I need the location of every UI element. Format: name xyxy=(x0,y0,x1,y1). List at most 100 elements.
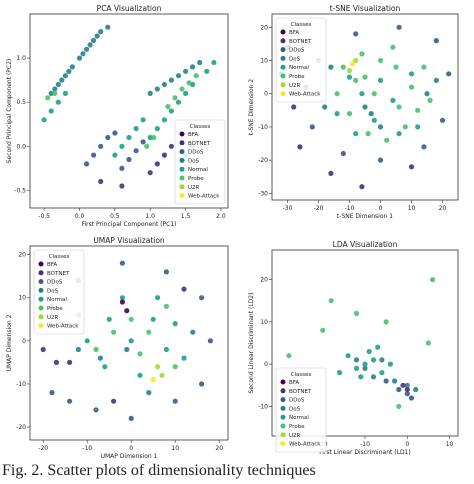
y-tick-label: -20 xyxy=(258,157,268,164)
data-point xyxy=(345,353,351,359)
data-point xyxy=(350,61,356,67)
x-axis-label: UMAP Dimension 1 xyxy=(101,453,158,460)
data-point xyxy=(421,144,427,150)
y-axis-label: UMAP Dimension 2 xyxy=(6,314,13,371)
data-point xyxy=(415,107,421,113)
y-tick-label: 20 xyxy=(18,252,26,259)
data-point xyxy=(211,59,217,66)
data-point xyxy=(119,260,125,266)
data-point xyxy=(66,68,72,74)
legend: Classes BFA BOTNET DDoS DoS Normal Probe U2R Web… xyxy=(275,367,327,453)
y-tick-label: 0.5 xyxy=(16,99,26,106)
data-point xyxy=(119,183,125,189)
data-point xyxy=(375,344,381,350)
x-axis-label: First Principal Component (PC1) xyxy=(81,221,176,228)
x-tick-label: -20 xyxy=(314,205,324,212)
x-tick-label: 1.0 xyxy=(145,213,155,220)
data-point xyxy=(193,73,199,79)
data-point xyxy=(415,124,421,130)
data-point xyxy=(433,77,439,83)
data-point xyxy=(379,370,385,376)
legend-label: DoS xyxy=(47,288,59,294)
data-point xyxy=(172,95,178,101)
data-point xyxy=(119,299,125,305)
legend-marker xyxy=(179,140,185,146)
data-point xyxy=(94,33,100,39)
data-point xyxy=(190,64,196,70)
data-point xyxy=(353,310,360,316)
y-tick-label: -30 xyxy=(258,190,268,197)
data-point xyxy=(404,391,410,397)
data-point xyxy=(396,131,402,137)
legend-marker xyxy=(38,305,44,311)
legend-marker xyxy=(280,64,286,70)
data-point xyxy=(67,398,73,404)
legend-label: Web-Attack xyxy=(289,92,321,98)
legend-label: DoS xyxy=(289,406,301,412)
data-point xyxy=(128,316,134,322)
data-point xyxy=(383,378,389,384)
legend-label: Normal xyxy=(289,65,309,71)
data-point xyxy=(396,386,402,393)
data-point xyxy=(424,91,430,97)
data-point xyxy=(133,148,139,154)
data-point xyxy=(124,308,130,314)
data-point xyxy=(408,164,415,170)
data-point xyxy=(91,152,97,158)
data-point xyxy=(52,86,58,92)
data-point xyxy=(150,316,156,322)
x-tick-label: 10 xyxy=(171,445,179,452)
legend-title: Classes xyxy=(291,372,312,378)
y-axis-label: t-SNE Dimension 2 xyxy=(248,79,255,135)
data-point xyxy=(150,377,156,383)
data-point xyxy=(67,359,73,365)
data-point xyxy=(112,130,118,136)
data-point xyxy=(207,338,213,344)
x-tick-label: -10 xyxy=(360,441,370,448)
data-point xyxy=(140,117,146,123)
data-point xyxy=(337,370,343,376)
data-point xyxy=(98,29,104,35)
legend-label: Probe xyxy=(47,306,63,312)
legend-marker xyxy=(280,397,286,403)
y-tick-label: 10 xyxy=(260,58,268,65)
data-point xyxy=(55,99,61,105)
data-point xyxy=(126,156,132,163)
legend-marker xyxy=(38,314,44,320)
data-point xyxy=(377,124,384,130)
data-point xyxy=(119,295,125,301)
x-tick-label: 1.5 xyxy=(181,213,191,220)
data-point xyxy=(377,77,384,83)
data-point xyxy=(163,346,169,353)
data-point xyxy=(384,137,390,143)
data-point xyxy=(59,77,65,83)
data-point xyxy=(41,117,47,123)
data-point xyxy=(393,64,399,70)
data-point xyxy=(147,134,153,141)
y-axis-label: Second Linear Discriminant (LD2) xyxy=(248,293,255,394)
x-tick-label: 0.5 xyxy=(110,213,120,220)
x-tick-label: 0 xyxy=(129,445,133,452)
data-point xyxy=(402,124,408,130)
legend: Classes BFA BOTNET DDoS DoS Normal Probe U2R Web… xyxy=(275,17,327,103)
x-tick-label: 10 xyxy=(408,205,416,212)
data-point xyxy=(140,139,146,145)
data-point xyxy=(151,134,157,141)
legend-label: BFA xyxy=(289,30,299,36)
data-point xyxy=(53,359,60,365)
legend-label: DDoS xyxy=(47,280,63,286)
data-point xyxy=(396,104,402,110)
legend-label: U2R xyxy=(47,315,59,321)
data-point xyxy=(362,74,368,80)
scatter-points xyxy=(278,24,452,190)
data-point xyxy=(197,59,203,66)
legend-marker xyxy=(280,441,286,447)
data-point xyxy=(172,398,178,404)
legend-marker xyxy=(280,432,286,438)
data-point xyxy=(175,73,182,79)
data-point xyxy=(80,51,86,57)
data-point xyxy=(286,353,292,359)
data-point xyxy=(161,81,167,88)
y-tick-label: -0.5 xyxy=(14,187,26,194)
data-point xyxy=(387,361,393,367)
